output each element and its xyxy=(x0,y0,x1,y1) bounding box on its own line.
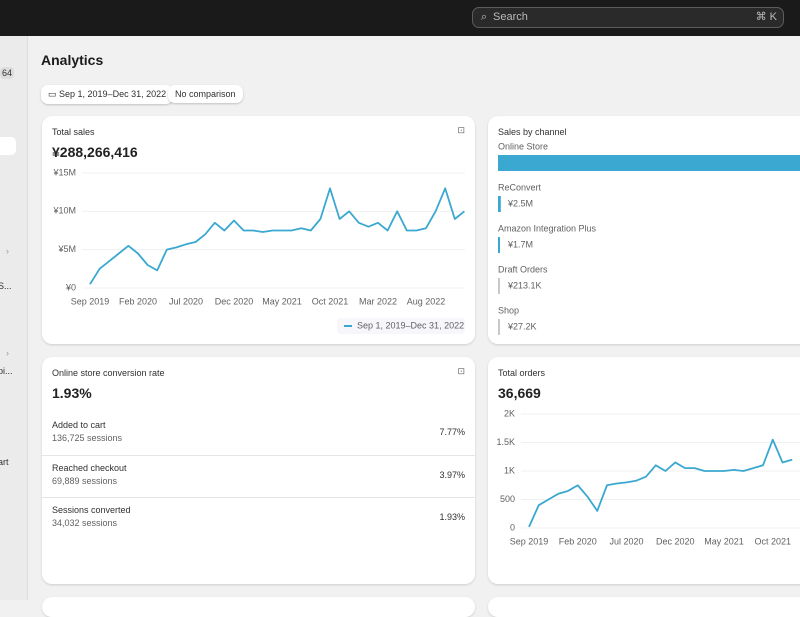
comparison: No comparison xyxy=(175,89,236,99)
card-title: Sales by channel xyxy=(498,127,567,137)
row-label: Reached checkout xyxy=(52,463,127,473)
nav-selected[interactable] xyxy=(0,137,16,155)
card-title: Total sales xyxy=(52,127,95,137)
search-box[interactable]: ⌕ Search ⌘ K xyxy=(472,7,784,28)
nav-item[interactable]: S... xyxy=(0,281,12,291)
search-placeholder: Search xyxy=(493,11,528,23)
metric: 1.93% xyxy=(52,385,92,401)
funnel-row: Reached checkout 69,889 sessions 3.97% xyxy=(42,455,475,498)
page-title: Analytics xyxy=(41,52,104,68)
comparison-filter[interactable]: No comparison xyxy=(168,85,243,103)
funnel-row: Sessions converted 34,032 sessions 1.93% xyxy=(42,497,475,540)
card-title: Total orders xyxy=(498,368,546,378)
card-title: Online store conversion rate xyxy=(52,368,165,378)
card xyxy=(42,597,475,617)
row-rate: 3.97% xyxy=(439,470,465,480)
row-sessions: 69,889 sessions xyxy=(52,476,118,486)
metric: ¥288,266,416 xyxy=(52,144,138,160)
row-rate: 7.77% xyxy=(439,427,465,437)
row-label: Sessions converted xyxy=(52,505,131,515)
orders-card: Total orders 36,669 xyxy=(488,357,800,584)
metric: 36,669 xyxy=(498,385,541,401)
icon[interactable]: ⊡ xyxy=(457,125,465,135)
total-sales-card: Total sales ⊡ ¥288,266,416 xyxy=(42,116,475,344)
date-range: Sep 1, 2019–Dec 31, 2022 xyxy=(59,89,167,99)
nav-item[interactable]: art xyxy=(0,457,9,467)
row-sessions: 136,725 sessions xyxy=(52,433,123,443)
conversion-card: Online store conversion rate ⊡ 1.93% Add… xyxy=(42,357,475,584)
row-sessions: 34,032 sessions xyxy=(52,518,118,528)
row-rate: 1.93% xyxy=(439,512,465,522)
search-icon: ⌕ xyxy=(481,11,488,23)
card xyxy=(488,597,800,617)
funnel-row: Added to cart 136,725 sessions 7.77% xyxy=(42,413,475,455)
chevron: › xyxy=(6,348,9,358)
date-filter[interactable]: ▭ Sep 1, 2019–Dec 31, 2022 xyxy=(41,85,174,104)
sidebar: 64 › S... › pi... art xyxy=(0,36,28,600)
channel-card: Sales by channel xyxy=(488,116,800,344)
search-shortcut: ⌘ K xyxy=(755,11,777,23)
chevron: › xyxy=(6,246,9,256)
row-label: Added to cart xyxy=(52,420,106,430)
icon[interactable]: ⊡ xyxy=(457,366,465,376)
nav-item[interactable]: pi... xyxy=(0,366,13,376)
badge: 64 xyxy=(0,67,15,79)
